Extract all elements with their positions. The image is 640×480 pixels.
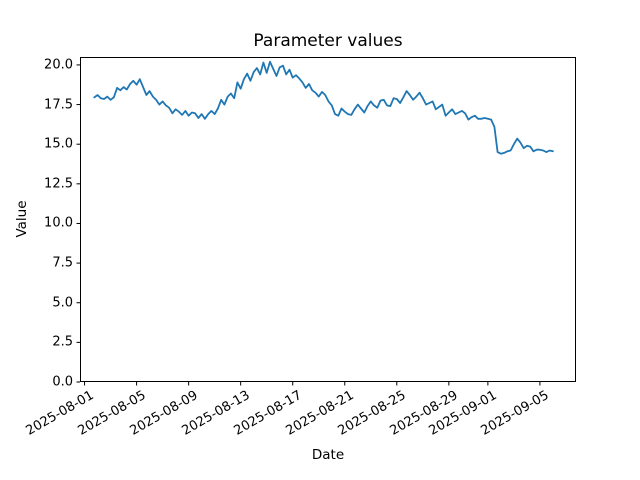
y-tick-label: 12.5 (44, 176, 73, 192)
y-axis-label: Value (14, 200, 30, 238)
y-tick-label: 17.5 (44, 97, 73, 113)
chart-title: Parameter values (253, 31, 403, 51)
y-tick-label: 7.5 (52, 255, 73, 271)
y-tick-label: 5.0 (52, 295, 73, 311)
y-tick-label: 15.0 (44, 136, 73, 152)
plot-area (80, 57, 576, 382)
y-tick-label: 0.0 (52, 374, 73, 390)
y-tick-label: 10.0 (44, 215, 73, 231)
y-tick-label: 2.5 (52, 334, 73, 350)
y-tick-label: 20.0 (44, 57, 73, 73)
x-axis-label: Date (311, 447, 345, 463)
